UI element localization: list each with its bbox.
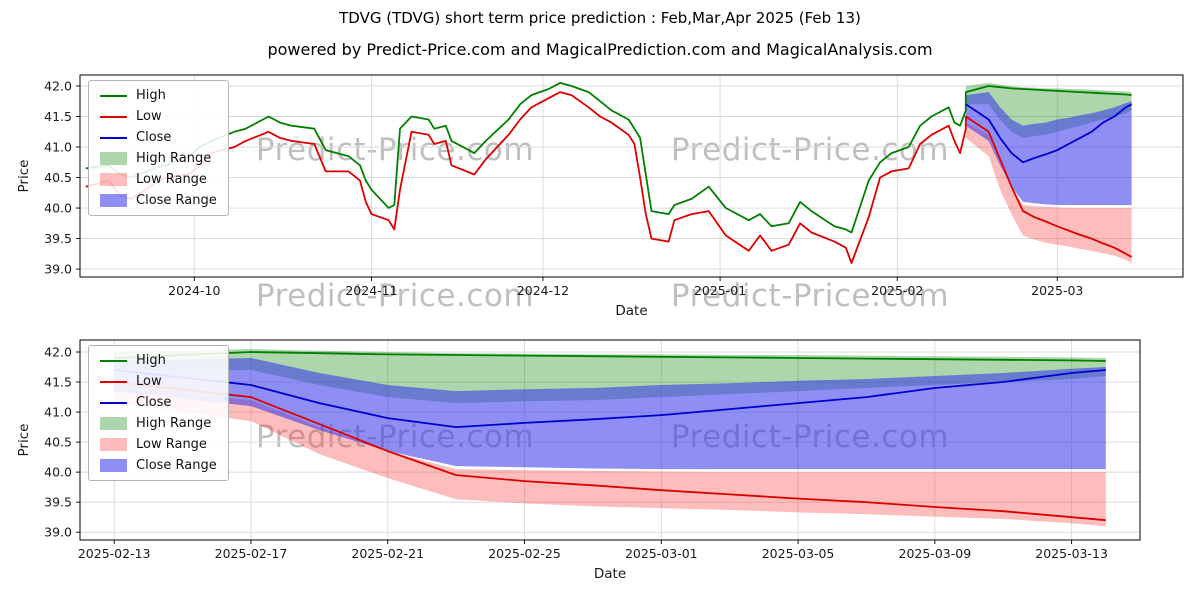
y-tick-label: 39.0: [44, 262, 72, 277]
y-tick-label: 41.0: [44, 405, 72, 420]
legend-row-close: Close: [100, 130, 217, 145]
legend-label-high-range: High Range: [136, 151, 212, 166]
x-tick-label: 2025-01: [694, 283, 746, 298]
legend-row-high: High: [100, 88, 217, 103]
y-tick-label: 41.5: [44, 375, 72, 390]
plot-border: [79, 74, 1184, 278]
x-tick-label: 2025-03-13: [1035, 546, 1108, 561]
legend-row-low-range: Low Range: [100, 172, 217, 187]
x-tick-label: 2024-12: [517, 283, 569, 298]
low-line: [114, 381, 1106, 522]
y-tick-label: 40.0: [44, 201, 72, 216]
watermark-text: Predict-Price.com: [255, 132, 535, 168]
y-tick-label: 39.5: [44, 495, 72, 510]
legend-swatch-low-range: [100, 438, 127, 451]
legend-label-high: High: [136, 88, 166, 103]
x-tick-label: 2025-02-13: [78, 546, 151, 561]
y-tick-label: 42.0: [44, 345, 72, 360]
legend-swatch-close: [100, 401, 127, 404]
y-tick-label: 40.5: [44, 435, 72, 450]
legend-swatch-close: [100, 136, 127, 139]
x-tick-label: 2025-02-21: [351, 546, 424, 561]
legend-swatch-high: [100, 359, 127, 362]
legend-row-close: Close: [100, 395, 217, 410]
legend-row-high: High: [100, 353, 217, 368]
legend-row-low-range: Low Range: [100, 437, 217, 452]
x-tick-label: 2025-03-09: [899, 546, 972, 561]
top-chart: 2024-10 2024-11 2024-12 2025-01 2025-02 2025-…: [16, 74, 1184, 319]
x-axis-label: Date: [615, 303, 647, 319]
y-tick-label: 40.0: [44, 465, 72, 480]
chart-subtitle: powered by Predict-Price.com and Magical…: [267, 40, 933, 59]
x-tick-label: 2025-02-25: [488, 546, 561, 561]
legend-swatch-close-range: [100, 194, 127, 207]
legend-row-high-range: High Range: [100, 416, 217, 431]
y-tick-label: 41.5: [44, 109, 72, 124]
legend-row-high-range: High Range: [100, 151, 217, 166]
legend-label-low-range: Low Range: [136, 172, 207, 187]
legend-label-low: Low: [136, 109, 162, 124]
x-tick-label: 2025-02: [871, 283, 923, 298]
close-line: [965, 103, 1133, 164]
x-tick-label: 2025-02-17: [215, 546, 288, 561]
x-tick-label: 2025-03: [1031, 283, 1083, 298]
close-line: [114, 369, 1106, 429]
y-tick-label: 42.0: [44, 78, 72, 93]
legend-swatch-close-range: [100, 459, 127, 472]
legend-label-close: Close: [136, 130, 172, 145]
legend-swatch-low: [100, 115, 127, 118]
legend-label-low-range: Low Range: [136, 437, 207, 452]
low-range-band: [114, 388, 1106, 527]
legend-row-low: Low: [100, 109, 217, 124]
legend-label-low: Low: [136, 374, 162, 389]
low-range-band: [965, 122, 1132, 263]
watermark-text: Predict-Price.com: [255, 278, 535, 314]
chart-title: TDVG (TDVG) short term price prediction …: [339, 9, 861, 27]
legend-bottom-chart: High Low Close High Range Low Range Close Ran…: [88, 345, 229, 481]
x-tick-label: 2025-03-01: [625, 546, 698, 561]
legend-label-close-range: Close Range: [136, 193, 217, 208]
legend-row-close-range: Close Range: [100, 193, 217, 208]
legend-label-close: Close: [136, 395, 172, 410]
x-tick-label: 2024-11: [345, 283, 397, 298]
legend-swatch-high: [100, 94, 127, 97]
y-tick-label: 39.5: [44, 231, 72, 246]
legend-top-chart: High Low Close High Range Low Range Close Ran…: [88, 80, 229, 216]
x-tick-label: 2025-03-05: [762, 546, 835, 561]
legend-row-low: Low: [100, 374, 217, 389]
legend-label-high-range: High Range: [136, 416, 212, 431]
bottom-chart: 2025-02-13 2025-02-17 2025-02-21 2025-02-25…: [16, 339, 1141, 582]
legend-row-close-range: Close Range: [100, 458, 217, 473]
y-tick-label: 41.0: [44, 140, 72, 155]
legend-swatch-low: [100, 380, 127, 383]
legend-label-close-range: Close Range: [136, 458, 217, 473]
y-tick-label: 40.5: [44, 170, 72, 185]
plot-border: [79, 339, 1141, 541]
legend-label-high: High: [136, 353, 166, 368]
legend-swatch-high-range: [100, 417, 127, 430]
x-axis-label: Date: [594, 566, 626, 582]
x-tick-label: 2024-10: [168, 283, 220, 298]
watermark-text: Predict-Price.com: [670, 278, 950, 314]
legend-swatch-high-range: [100, 152, 127, 165]
low-line: [85, 91, 1133, 264]
y-axis-label: Price: [16, 160, 32, 193]
y-tick-label: 39.0: [44, 525, 72, 540]
high-line: [85, 82, 1132, 234]
y-axis-label: Price: [16, 424, 32, 457]
high-line: [114, 351, 1106, 362]
legend-swatch-low-range: [100, 173, 127, 186]
